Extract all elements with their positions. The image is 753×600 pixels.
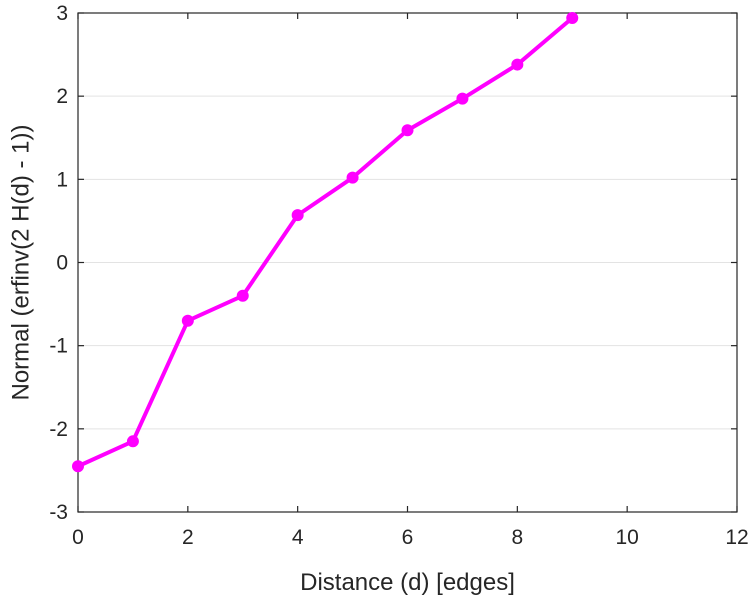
x-tick-label: 10 [615,526,638,549]
data-point [511,58,524,71]
data-point [72,460,84,473]
y-tick-label: -2 [49,418,68,441]
y-tick-label: 0 [56,252,68,275]
y-tick-label: -3 [49,501,68,524]
x-tick-label: 6 [402,526,414,549]
x-axis-label: Distance (d) [edges] [300,569,515,596]
data-point [181,314,194,327]
grid-lines [78,95,737,430]
axes [77,12,738,513]
x-tick-label: 4 [292,526,304,549]
data-point [401,124,414,137]
series-layer [72,11,579,473]
data-point [346,171,359,184]
y-tick-label: 3 [56,2,68,25]
y-tick-label: -1 [49,335,68,358]
x-tick-label: 12 [725,526,748,549]
data-point [456,92,469,105]
series-line [76,15,575,469]
y-tick-label: 1 [56,168,68,191]
data-point [291,209,304,222]
data-point [126,435,139,448]
x-tick-label: 8 [511,526,523,549]
x-tick-label: 0 [72,526,84,549]
data-point [566,11,579,24]
data-point [236,289,249,302]
y-axis-label: Normal (erfinv(2 H(d) - 1)) [7,124,34,400]
x-tick-label: 2 [182,526,194,549]
y-tick-label: 2 [56,85,68,108]
